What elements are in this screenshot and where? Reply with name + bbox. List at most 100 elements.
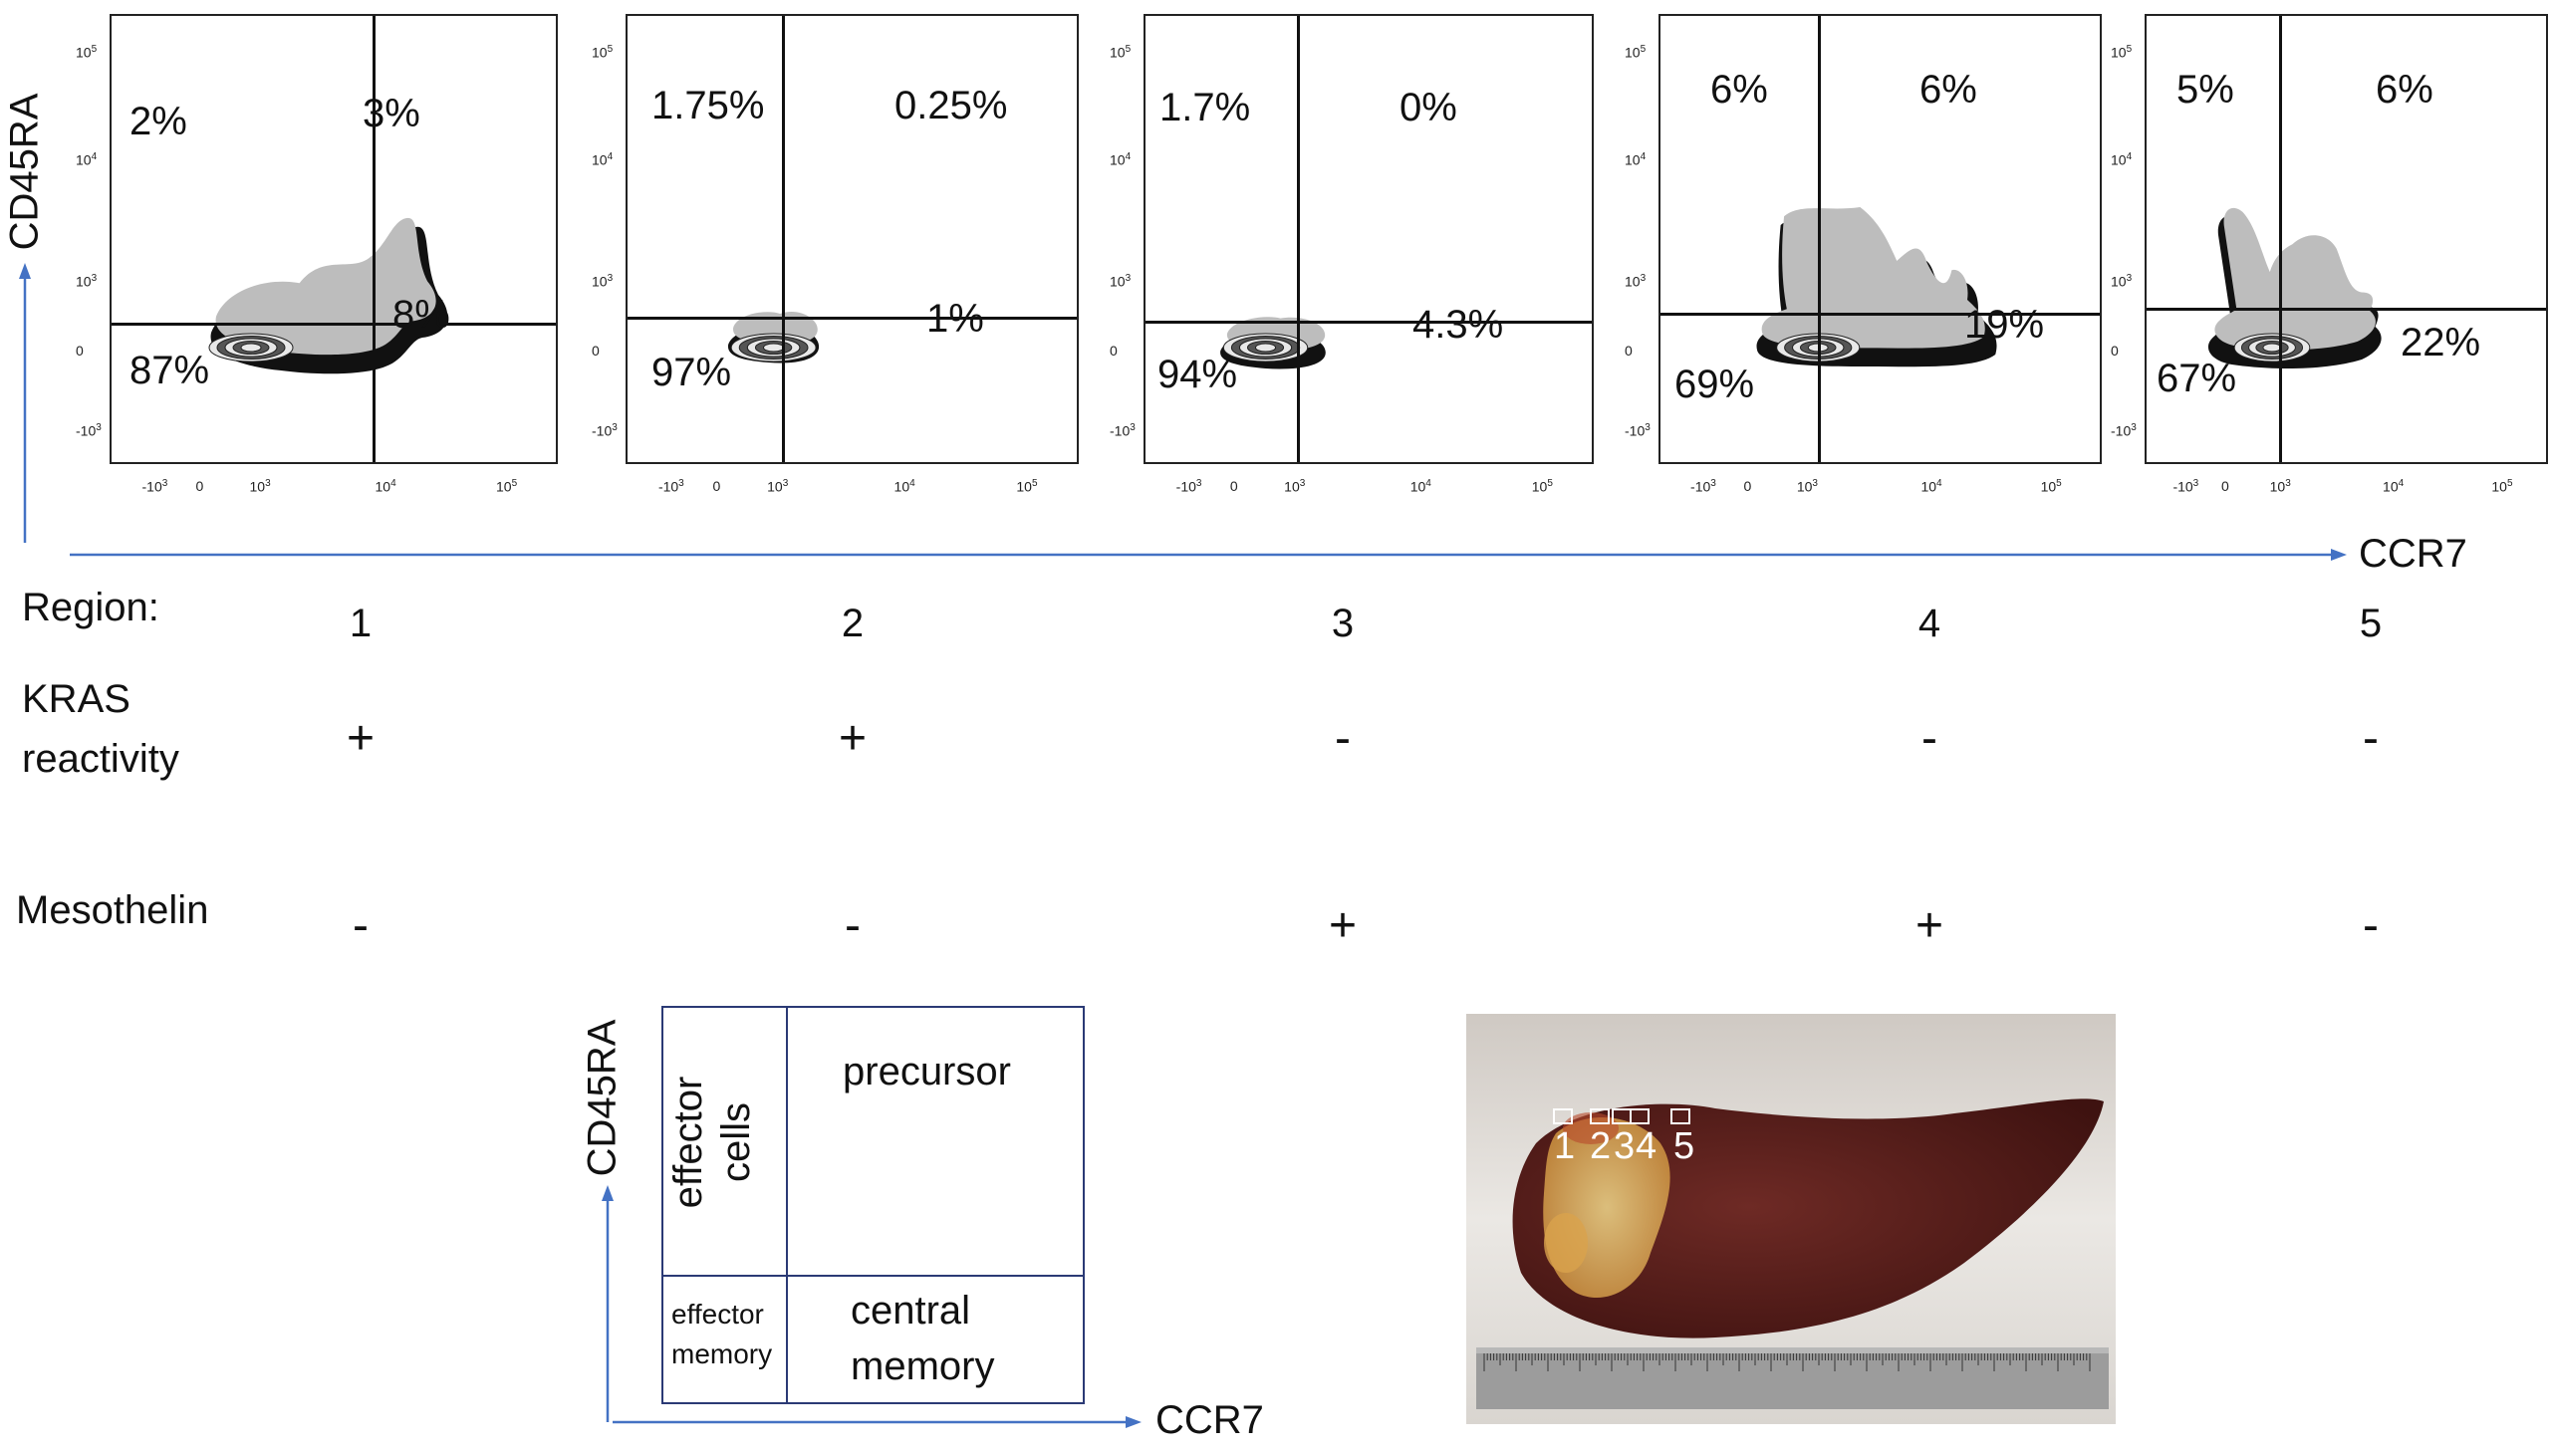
quadrant-lower-left-percent: 87% — [129, 349, 210, 392]
quadrant-lower-right-percent: 4.3% — [1412, 303, 1504, 347]
gate-horizontal-line — [112, 323, 556, 326]
y-tick-label: -103 — [1625, 422, 1651, 439]
y-tick-label: 103 — [2111, 273, 2133, 290]
x-axis-label: CCR7 — [2359, 532, 2467, 576]
flow-plot-region-2: 1.75% 0.25% 97% 1% — [626, 14, 1079, 464]
x-tick-label: -103 — [141, 478, 168, 495]
photo-region-mark-5: 5 — [1673, 1125, 1695, 1167]
quadrant-lower-right-percent: 19% — [1964, 303, 2045, 347]
legend-x-label: CCR7 — [1155, 1398, 1264, 1442]
y-tick-label: 104 — [1110, 151, 1132, 168]
x-tick-label: 103 — [1284, 478, 1306, 495]
quadrant-lower-left-percent: 69% — [1674, 363, 1755, 406]
quadrant-upper-left-percent: 6% — [1710, 68, 1768, 112]
legend-effector-memory-2: memory — [671, 1338, 773, 1369]
x-tick-label: 103 — [767, 478, 789, 495]
gate-vertical-line — [782, 16, 785, 462]
x-tick-label: 104 — [2383, 478, 2405, 495]
kras-label-line2: reactivity — [22, 737, 179, 781]
quadrant-lower-right-percent: 8% — [392, 293, 450, 337]
x-tick-label: 105 — [1531, 478, 1553, 495]
x-tick-label: 105 — [2491, 478, 2513, 495]
legend-effector-memory-1: effector — [671, 1299, 764, 1330]
y-tick-label: 0 — [1110, 343, 1118, 359]
quadrant-lower-right-percent: 22% — [2401, 321, 2481, 364]
quadrant-upper-right-percent: 3% — [363, 92, 420, 135]
kras-reactivity-5: - — [2363, 712, 2379, 765]
y-tick-label: -103 — [76, 422, 102, 439]
contour-population — [727, 312, 820, 364]
y-tick-label: 0 — [2111, 343, 2119, 359]
quadrant-lower-left-percent: 67% — [2157, 357, 2237, 400]
quadrant-upper-left-percent: 2% — [129, 100, 187, 143]
x-tick-label: 105 — [2040, 478, 2062, 495]
flow-plot-region-4: 6% 6% 69% 19% — [1658, 14, 2102, 464]
y-tick-label: -103 — [1110, 422, 1136, 439]
x-tick-label: 104 — [893, 478, 915, 495]
gate-horizontal-line — [1660, 313, 2100, 316]
y-tick-label: 103 — [1110, 273, 1132, 290]
region-number-5: 5 — [2359, 602, 2383, 645]
legend-y-label: CD45RA — [580, 1019, 625, 1177]
quadrant-upper-left-percent: 1.7% — [1159, 86, 1251, 129]
contour-population — [2207, 207, 2382, 369]
y-tick-label: 105 — [1625, 44, 1647, 61]
quadrant-upper-right-percent: 0.25% — [894, 84, 1008, 127]
quadrant-lower-right-percent: 1% — [926, 297, 984, 341]
y-tick-label: 0 — [592, 343, 600, 359]
quadrant-upper-right-percent: 6% — [1919, 68, 1977, 112]
quadrant-upper-right-percent: 6% — [2376, 68, 2433, 112]
x-tick-label: -103 — [1690, 478, 1716, 495]
x-tick-label: 0 — [1743, 478, 1752, 494]
x-tick-label: -103 — [2172, 478, 2199, 495]
x-tick-label: 103 — [2269, 478, 2291, 495]
mesothelin-status-4: + — [1914, 899, 1944, 952]
y-tick-label: 105 — [2111, 44, 2133, 61]
region-label: Region: — [22, 586, 159, 629]
legend-effector-cells: effector cells — [666, 1076, 758, 1209]
quadrant-upper-left-percent: 1.75% — [651, 84, 765, 127]
y-tick-label: 104 — [1625, 151, 1647, 168]
legend-central-memory-2: memory — [851, 1344, 995, 1388]
photo-region-mark-2: 2 — [1590, 1125, 1612, 1167]
y-tick-label: 104 — [2111, 151, 2133, 168]
x-tick-label: 0 — [1229, 478, 1238, 494]
x-tick-label: 105 — [496, 478, 518, 495]
x-tick-label: 0 — [195, 478, 204, 494]
x-tick-label: 0 — [712, 478, 721, 494]
x-tick-label: 103 — [1796, 478, 1818, 495]
mesothelin-status-2: - — [845, 899, 861, 952]
kras-reactivity-3: - — [1335, 712, 1351, 765]
kras-reactivity-2: + — [838, 712, 868, 765]
quadrant-upper-left-percent: 5% — [2176, 68, 2234, 112]
region-number-4: 4 — [1917, 602, 1941, 645]
y-tick-label: 105 — [76, 44, 98, 61]
y-tick-label: 103 — [76, 273, 98, 290]
gate-horizontal-line — [2147, 308, 2546, 311]
gate-vertical-line — [373, 16, 376, 462]
x-tick-label: 0 — [2221, 478, 2229, 494]
y-tick-label: 103 — [592, 273, 614, 290]
mesothelin-label: Mesothelin — [16, 888, 209, 932]
photo-region-mark-3: 3 — [1614, 1125, 1636, 1167]
photo-region-mark-1: 1 — [1554, 1125, 1576, 1167]
gate-vertical-line — [2279, 16, 2282, 462]
y-tick-label: 104 — [592, 151, 614, 168]
x-tick-label: 103 — [249, 478, 271, 495]
mesothelin-status-5: - — [2363, 899, 2379, 952]
x-tick-label: 104 — [1920, 478, 1942, 495]
quadrant-lower-left-percent: 94% — [1157, 353, 1238, 396]
kras-label-line1: KRAS — [22, 677, 130, 721]
y-tick-label: 105 — [592, 44, 614, 61]
y-tick-label: 0 — [1625, 343, 1633, 359]
x-tick-label: 104 — [1409, 478, 1431, 495]
kras-reactivity-1: + — [346, 712, 376, 765]
quadrant-lower-left-percent: 97% — [651, 351, 732, 394]
x-tick-label: 105 — [1016, 478, 1038, 495]
mesothelin-status-1: - — [353, 899, 369, 952]
y-tick-label: 103 — [1625, 273, 1647, 290]
gate-vertical-line — [1297, 16, 1300, 462]
region-number-1: 1 — [349, 602, 373, 645]
